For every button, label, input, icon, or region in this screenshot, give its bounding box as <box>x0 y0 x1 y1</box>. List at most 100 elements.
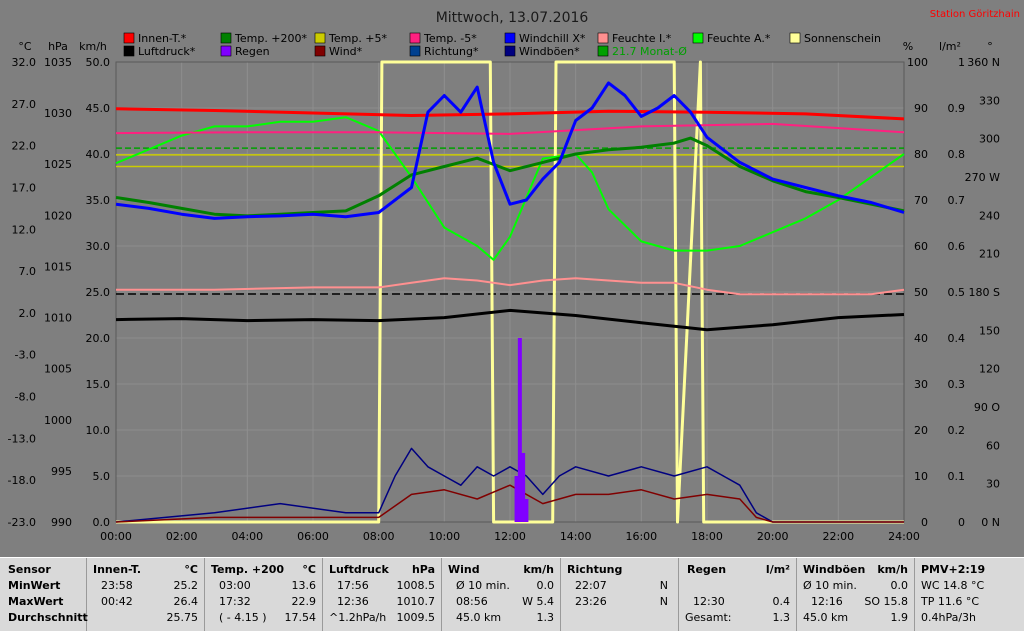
stats-temp-min-value: 13.6 <box>291 579 317 592</box>
y-tick-label: 40.0 <box>86 148 111 161</box>
y-tick-label: 30 <box>914 378 928 391</box>
y-tick-label: 1000 <box>44 414 72 427</box>
stats-luftdruck-unit: hPa <box>411 563 435 576</box>
stats-wind-avg-value: 1.3 <box>536 611 555 624</box>
y-tick-label: 40 <box>914 332 928 345</box>
y-tick-label: 240 <box>979 209 1000 222</box>
y-tick-label: 180 S <box>969 286 1000 299</box>
y-tick-label: 90 <box>914 102 928 115</box>
y-tick-label: 60 <box>914 240 928 253</box>
y-tick-label: 5.0 <box>93 470 111 483</box>
series-line <box>116 60 904 524</box>
stats-pmv-taupunkt: TP 11.6 °C <box>921 595 980 608</box>
legend-label: Temp. +5* <box>328 32 388 45</box>
legend-swatch <box>409 45 421 57</box>
axis-unit-label: km/h <box>79 40 107 53</box>
stats-windboeen-max-time: 12:16 <box>811 595 843 608</box>
stats-luftdruck-max-time: 12:36 <box>337 595 369 608</box>
rain-bar <box>514 476 519 522</box>
stats-wind-distance: 45.0 km <box>456 611 502 624</box>
legend-swatch <box>504 45 516 57</box>
y-tick-label: 12.0 <box>12 223 37 236</box>
y-tick-label: -23.0 <box>8 516 36 529</box>
stats-innen-max-value: 26.4 <box>173 595 199 608</box>
y-tick-label: 990 <box>51 516 72 529</box>
rain-bar <box>521 453 526 522</box>
y-tick-label: 25.0 <box>86 286 111 299</box>
stats-windboeen-min-label: Ø 10 min. <box>803 579 857 592</box>
y-tick-label: 30.0 <box>86 240 111 253</box>
legend-swatch <box>597 32 609 44</box>
legend-swatch <box>597 45 609 57</box>
y-tick-label: 330 <box>979 94 1000 107</box>
stats-richtung-min-value: N <box>659 579 668 592</box>
stats-windboeen-unit: km/h <box>877 563 908 576</box>
stats-innen-min-time: 23:58 <box>101 579 133 592</box>
axis-unit-label: ° <box>987 40 993 53</box>
x-tick-label: 10:00 <box>428 530 460 543</box>
stats-pmv-trend: 0.4hPa/3h <box>921 611 977 624</box>
y-tick-label: 80 <box>914 148 928 161</box>
y-tick-label: 0 <box>958 516 965 529</box>
y-tick-label: 1005 <box>44 363 72 376</box>
series-line <box>115 81 905 220</box>
y-tick-label: 1030 <box>44 107 72 120</box>
y-tick-label: 0.0 <box>93 516 111 529</box>
stats-sensor-header: Sensor <box>8 563 51 576</box>
legend-swatch <box>123 32 135 44</box>
y-tick-label: 0.7 <box>948 194 966 207</box>
stats-windboeen-header: Windböen <box>803 563 866 576</box>
axis-unit-label: l/m² <box>939 40 961 53</box>
legend-label: Sonnenschein <box>804 32 881 45</box>
x-tick-label: 22:00 <box>822 530 854 543</box>
y-tick-label: 1025 <box>44 158 72 171</box>
stats-luftdruck-max-value: 1010.7 <box>396 595 436 608</box>
y-tick-label: 0.8 <box>948 148 966 161</box>
axis-unit-label: % <box>903 40 913 53</box>
x-tick-label: 20:00 <box>757 530 789 543</box>
y-tick-label: 90 O <box>974 401 1000 414</box>
y-tick-label: 120 <box>979 363 1000 376</box>
stats-richtung-max-value: N <box>659 595 668 608</box>
x-tick-label: 12:00 <box>494 530 526 543</box>
stats-richtung-header: Richtung <box>567 563 623 576</box>
stats-luftdruck-column: Luftdruck hPa 17:56 1008.5 12:36 1010.7 ^1.… <box>323 558 442 631</box>
stats-regen-total-value: 1.3 <box>772 611 791 624</box>
legend-swatch <box>789 32 801 44</box>
stats-wind-min-label: Ø 10 min. <box>456 579 510 592</box>
y-tick-label: 22.0 <box>12 140 37 153</box>
stats-temp-min-time: 03:00 <box>219 579 251 592</box>
axis-unit-label: hPa <box>48 40 68 53</box>
x-tick-label: 00:00 <box>100 530 132 543</box>
stats-windboeen-column: Windböen km/h Ø 10 min. 0.0 12:16 SO 15.8 4… <box>797 558 915 631</box>
legend-swatch <box>409 32 421 44</box>
y-tick-label: 150 <box>979 324 1000 337</box>
stats-wind-unit: km/h <box>523 563 554 576</box>
legend-label: Innen-T.* <box>138 32 187 45</box>
series-line <box>115 484 904 523</box>
y-tick-label: 270 W <box>965 171 1000 184</box>
stats-temp-avg-value: 17.54 <box>284 611 317 624</box>
y-tick-label: -18.0 <box>8 474 36 487</box>
stats-pmv-column: PMV+2:19 WC 14.8 °C TP 11.6 °C 0.4hPa/3h <box>915 558 1023 631</box>
stats-richtung-max-time: 23:26 <box>575 595 607 608</box>
stats-luftdruck-min-time: 17:56 <box>337 579 369 592</box>
stats-innen-avg-value: 25.75 <box>166 611 199 624</box>
stats-min-label: MinWert <box>8 579 61 592</box>
stats-innen-column: Innen-T. °C 23:58 25.2 00:42 26.4 25.75 <box>87 558 205 631</box>
y-tick-label: -13.0 <box>8 432 36 445</box>
stats-wind-max-value: W 5.4 <box>522 595 554 608</box>
legend-label: Regen <box>235 45 270 58</box>
y-tick-label: 0 <box>921 516 928 529</box>
axis-unit-label: °C <box>18 40 32 53</box>
stats-innen-unit: °C <box>184 563 198 576</box>
stats-luftdruck-header: Luftdruck <box>329 563 389 576</box>
legend-label: Windböen* <box>519 45 580 58</box>
x-tick-label: 16:00 <box>625 530 657 543</box>
y-tick-label: 0.5 <box>948 286 966 299</box>
stats-regen-total-label: Gesamt: <box>685 611 732 624</box>
stats-temp-header: Temp. +200 <box>211 563 285 576</box>
y-tick-label: 995 <box>51 465 72 478</box>
y-tick-label: 360 N <box>967 56 1000 69</box>
y-tick-label: 0.6 <box>948 240 966 253</box>
